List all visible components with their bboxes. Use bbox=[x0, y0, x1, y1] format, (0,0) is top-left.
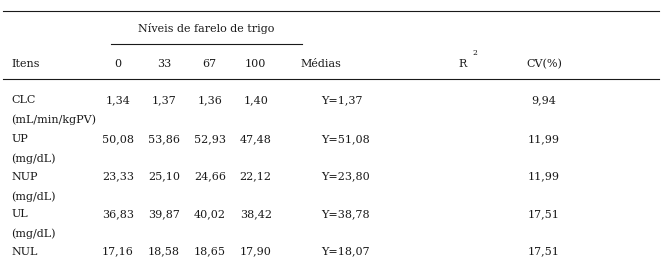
Text: 67: 67 bbox=[203, 59, 217, 69]
Text: 11,99: 11,99 bbox=[528, 134, 560, 144]
Text: (mg/dL): (mg/dL) bbox=[11, 191, 56, 202]
Text: UL: UL bbox=[11, 209, 28, 219]
Text: (mg/dL): (mg/dL) bbox=[11, 229, 56, 239]
Text: (mg/dL): (mg/dL) bbox=[11, 154, 56, 164]
Text: 1,37: 1,37 bbox=[152, 95, 176, 105]
Text: 25,10: 25,10 bbox=[148, 172, 180, 182]
Text: NUP: NUP bbox=[11, 172, 38, 182]
Text: 33: 33 bbox=[157, 59, 171, 69]
Text: 52,93: 52,93 bbox=[194, 134, 226, 144]
Text: Y=1,37: Y=1,37 bbox=[321, 95, 363, 105]
Text: 9,94: 9,94 bbox=[532, 95, 557, 105]
Text: 17,16: 17,16 bbox=[102, 247, 134, 257]
Text: 1,40: 1,40 bbox=[243, 95, 268, 105]
Text: 22,12: 22,12 bbox=[240, 172, 271, 182]
Text: 17,90: 17,90 bbox=[240, 247, 271, 257]
Text: (mL/min/kgPV): (mL/min/kgPV) bbox=[11, 115, 96, 125]
Text: 17,51: 17,51 bbox=[528, 247, 560, 257]
Text: Y=38,78: Y=38,78 bbox=[321, 209, 370, 219]
Text: 23,33: 23,33 bbox=[102, 172, 134, 182]
Text: CV(%): CV(%) bbox=[526, 59, 562, 69]
Text: 100: 100 bbox=[245, 59, 266, 69]
Text: 39,87: 39,87 bbox=[148, 209, 180, 219]
Text: 38,42: 38,42 bbox=[240, 209, 271, 219]
Text: 40,02: 40,02 bbox=[194, 209, 226, 219]
Text: 2: 2 bbox=[473, 49, 477, 57]
Text: NUL: NUL bbox=[11, 247, 38, 257]
Text: Y=18,07: Y=18,07 bbox=[321, 247, 370, 257]
Text: 53,86: 53,86 bbox=[148, 134, 180, 144]
Text: Níveis de farelo de trigo: Níveis de farelo de trigo bbox=[138, 23, 275, 34]
Text: 18,58: 18,58 bbox=[148, 247, 180, 257]
Text: 24,66: 24,66 bbox=[194, 172, 226, 182]
Text: 1,36: 1,36 bbox=[197, 95, 222, 105]
Text: 1,34: 1,34 bbox=[105, 95, 130, 105]
Text: 0: 0 bbox=[115, 59, 122, 69]
Text: 11,99: 11,99 bbox=[528, 172, 560, 182]
Text: 50,08: 50,08 bbox=[102, 134, 134, 144]
Text: 47,48: 47,48 bbox=[240, 134, 271, 144]
Text: Médias: Médias bbox=[301, 59, 342, 69]
Text: 18,65: 18,65 bbox=[194, 247, 226, 257]
Text: 17,51: 17,51 bbox=[528, 209, 560, 219]
Text: Y=51,08: Y=51,08 bbox=[321, 134, 370, 144]
Text: 36,83: 36,83 bbox=[102, 209, 134, 219]
Text: UP: UP bbox=[11, 134, 28, 144]
Text: Itens: Itens bbox=[11, 59, 40, 69]
Text: Y=23,80: Y=23,80 bbox=[321, 172, 370, 182]
Text: R: R bbox=[459, 59, 467, 69]
Text: CLC: CLC bbox=[11, 95, 36, 105]
